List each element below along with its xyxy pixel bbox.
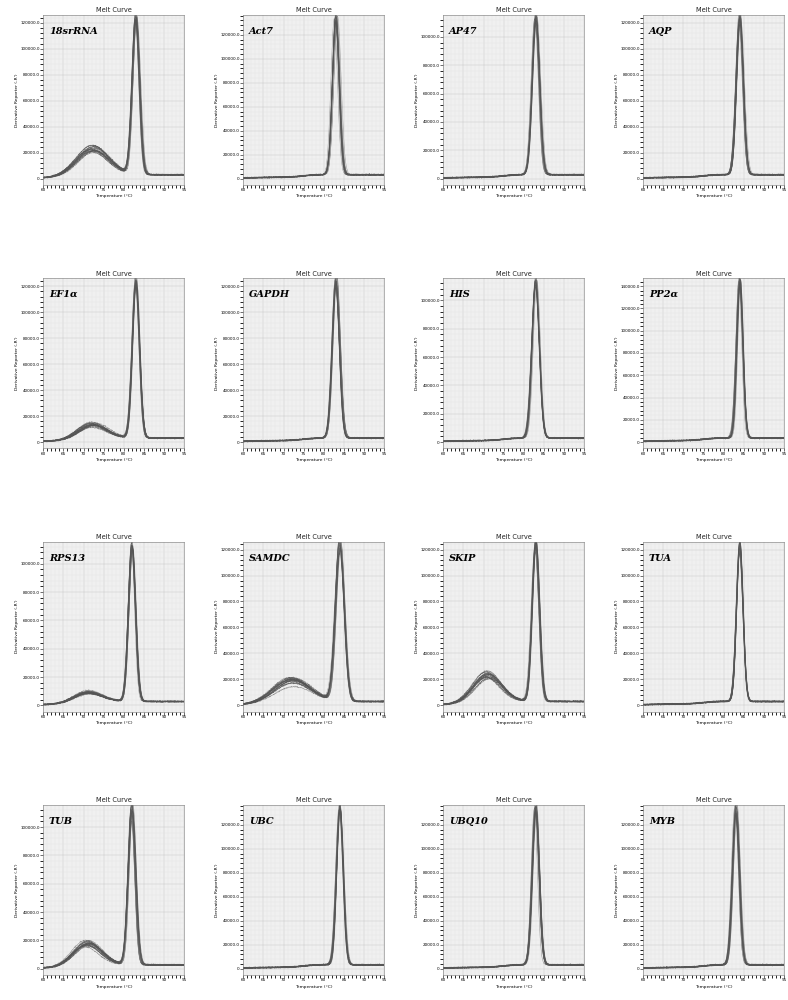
Text: SKIP: SKIP [449, 554, 476, 563]
Text: UBQ10: UBQ10 [449, 817, 488, 826]
Text: TUA: TUA [649, 554, 672, 563]
Text: AQP: AQP [649, 27, 672, 36]
Text: AP47: AP47 [449, 27, 478, 36]
Y-axis label: Derivative Reporter (-R'): Derivative Reporter (-R') [415, 73, 419, 127]
Text: 18srRNA: 18srRNA [49, 27, 98, 36]
Y-axis label: Derivative Reporter (-R'): Derivative Reporter (-R') [15, 337, 19, 390]
Title: Melt Curve: Melt Curve [696, 7, 731, 13]
Title: Melt Curve: Melt Curve [296, 534, 332, 540]
X-axis label: Temperature (°C): Temperature (°C) [695, 194, 732, 198]
Title: Melt Curve: Melt Curve [696, 534, 731, 540]
Y-axis label: Derivative Reporter (-R'): Derivative Reporter (-R') [615, 337, 619, 390]
Text: SAMDC: SAMDC [249, 554, 291, 563]
Y-axis label: Derivative Reporter (-R'): Derivative Reporter (-R') [215, 863, 219, 917]
Text: RPS13: RPS13 [49, 554, 85, 563]
X-axis label: Temperature (°C): Temperature (°C) [695, 721, 732, 725]
X-axis label: Temperature (°C): Temperature (°C) [295, 985, 333, 989]
Title: Melt Curve: Melt Curve [296, 271, 332, 277]
Y-axis label: Derivative Reporter (-R'): Derivative Reporter (-R') [215, 337, 219, 390]
X-axis label: Temperature (°C): Temperature (°C) [295, 458, 333, 462]
Text: EF1α: EF1α [49, 290, 77, 299]
Text: MYB: MYB [649, 817, 675, 826]
X-axis label: Temperature (°C): Temperature (°C) [695, 985, 732, 989]
Title: Melt Curve: Melt Curve [96, 7, 132, 13]
Text: HIS: HIS [449, 290, 470, 299]
Text: UBC: UBC [249, 817, 273, 826]
Text: PP2α: PP2α [649, 290, 678, 299]
Title: Melt Curve: Melt Curve [496, 534, 532, 540]
Title: Melt Curve: Melt Curve [496, 797, 532, 803]
X-axis label: Temperature (°C): Temperature (°C) [295, 194, 333, 198]
Y-axis label: Derivative Reporter (-R'): Derivative Reporter (-R') [15, 73, 19, 127]
X-axis label: Temperature (°C): Temperature (°C) [495, 721, 533, 725]
Title: Melt Curve: Melt Curve [96, 271, 132, 277]
X-axis label: Temperature (°C): Temperature (°C) [95, 721, 132, 725]
X-axis label: Temperature (°C): Temperature (°C) [495, 458, 533, 462]
Title: Melt Curve: Melt Curve [496, 271, 532, 277]
Y-axis label: Derivative Reporter (-R'): Derivative Reporter (-R') [215, 600, 219, 653]
X-axis label: Temperature (°C): Temperature (°C) [295, 721, 333, 725]
Title: Melt Curve: Melt Curve [96, 534, 132, 540]
Y-axis label: Derivative Reporter (-R'): Derivative Reporter (-R') [15, 863, 19, 917]
X-axis label: Temperature (°C): Temperature (°C) [495, 194, 533, 198]
X-axis label: Temperature (°C): Temperature (°C) [695, 458, 732, 462]
Y-axis label: Derivative Reporter (-R'): Derivative Reporter (-R') [415, 337, 419, 390]
Title: Melt Curve: Melt Curve [696, 271, 731, 277]
Title: Melt Curve: Melt Curve [496, 7, 532, 13]
X-axis label: Temperature (°C): Temperature (°C) [95, 985, 132, 989]
X-axis label: Temperature (°C): Temperature (°C) [95, 458, 132, 462]
Y-axis label: Derivative Reporter (-R'): Derivative Reporter (-R') [215, 73, 219, 127]
Text: Act7: Act7 [249, 27, 273, 36]
Title: Melt Curve: Melt Curve [96, 797, 132, 803]
Y-axis label: Derivative Reporter (-R'): Derivative Reporter (-R') [615, 863, 619, 917]
Title: Melt Curve: Melt Curve [296, 7, 332, 13]
Y-axis label: Derivative Reporter (-R'): Derivative Reporter (-R') [415, 600, 419, 653]
Y-axis label: Derivative Reporter (-R'): Derivative Reporter (-R') [415, 863, 419, 917]
X-axis label: Temperature (°C): Temperature (°C) [495, 985, 533, 989]
Text: TUB: TUB [49, 817, 73, 826]
Title: Melt Curve: Melt Curve [296, 797, 332, 803]
Y-axis label: Derivative Reporter (-R'): Derivative Reporter (-R') [15, 600, 19, 653]
Y-axis label: Derivative Reporter (-R'): Derivative Reporter (-R') [615, 73, 619, 127]
Y-axis label: Derivative Reporter (-R'): Derivative Reporter (-R') [615, 600, 619, 653]
Title: Melt Curve: Melt Curve [696, 797, 731, 803]
X-axis label: Temperature (°C): Temperature (°C) [95, 194, 132, 198]
Text: GAPDH: GAPDH [249, 290, 290, 299]
